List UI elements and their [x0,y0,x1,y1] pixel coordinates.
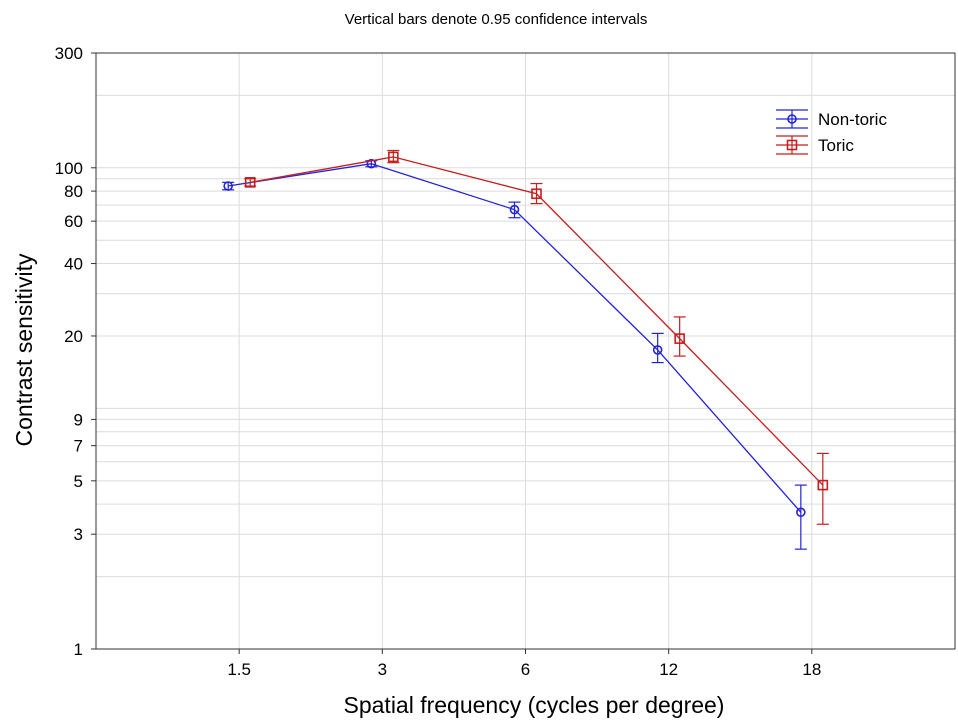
y-tick-label: 100 [55,159,83,178]
data-point [531,188,542,200]
series-toric [244,149,829,525]
data-point [244,177,256,188]
x-axis-title: Spatial frequency (cycles per degree) [344,692,725,718]
data-point [817,479,829,491]
y-axis-ticks: 1 3 5 7 9 20 40 60 80 100 300 [55,44,96,659]
y-tick-label: 9 [74,410,83,429]
y-tick-label: 80 [64,182,83,201]
x-axis-ticks: 1.5 3 6 12 18 [227,649,821,679]
legend-entry: Toric [776,135,854,155]
series-layer [222,149,829,550]
y-tick-label: 7 [74,437,83,456]
chart-subtitle: Vertical bars denote 0.95 confidence int… [345,11,648,28]
data-point [366,158,377,169]
data-point [674,333,685,344]
x-tick-label: 12 [659,660,678,679]
y-axis-title: Contrast sensitivity [11,253,37,447]
data-point [652,345,663,355]
y-tick-label: 5 [74,472,83,491]
y-tick-label: 20 [64,327,83,346]
y-tick-label: 40 [64,255,83,274]
data-point [796,507,806,518]
x-tick-label: 1.5 [227,660,251,679]
series-non-toric [222,158,807,550]
y-tick-label: 60 [64,212,83,231]
legend-label: Non-toric [818,110,887,129]
data-point [388,151,399,163]
y-tick-label: 3 [74,525,83,544]
legend-entry: Non-toric [776,109,887,129]
x-tick-label: 3 [378,660,387,679]
legend-label: Toric [818,136,854,155]
data-point [509,204,520,215]
legend-marker [787,114,797,124]
data-point [223,181,233,191]
legend: Non-toric Toric [776,109,887,155]
y-tick-label: 1 [74,640,83,659]
legend-marker [786,139,798,151]
x-tick-label: 18 [802,660,821,679]
x-tick-label: 6 [521,660,530,679]
series-line [250,156,824,486]
y-tick-label: 300 [55,44,83,63]
